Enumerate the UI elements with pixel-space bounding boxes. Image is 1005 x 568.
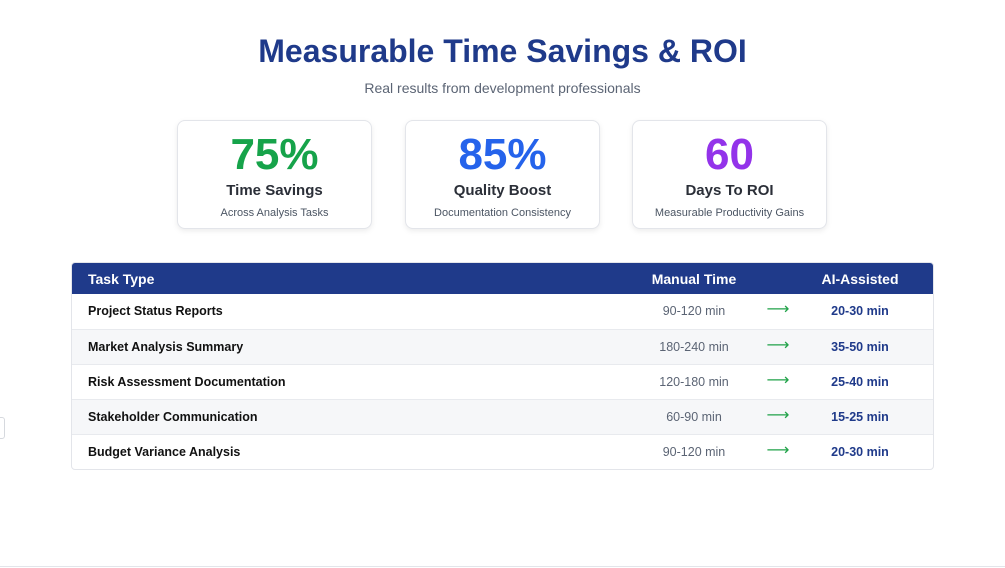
stat-label: Time Savings	[226, 182, 323, 199]
ai-assisted-cell: 35-50 min	[831, 340, 889, 354]
table-row: Stakeholder Communication 60-90 min ⟶ 15-25…	[72, 399, 933, 434]
stat-card-days-to-roi: 60 Days To ROI Measurable Productivity G…	[632, 120, 827, 229]
comparison-table: Task Type Manual Time AI-Assisted Projec…	[71, 262, 934, 470]
right-arrow-icon: ⟶	[766, 407, 790, 424]
ai-assisted-cell: 25-40 min	[831, 375, 889, 389]
stat-value: 60	[705, 130, 754, 179]
table-row: Budget Variance Analysis 90-120 min ⟶ 20-30…	[72, 434, 933, 469]
table-header: Task Type Manual Time AI-Assisted	[72, 263, 933, 294]
stat-description: Measurable Productivity Gains	[654, 207, 805, 219]
stat-label: Quality Boost	[453, 182, 552, 199]
stat-value: 85%	[458, 130, 547, 179]
manual-time-cell: 90-120 min	[662, 445, 726, 459]
right-arrow-icon: ⟶	[766, 372, 790, 389]
stat-label: Days To ROI	[685, 182, 774, 199]
right-arrow-icon: ⟶	[766, 337, 790, 354]
table-body: Project Status Reports 90-120 min ⟶ 20-30 m…	[72, 294, 933, 469]
table-row: Market Analysis Summary 180-240 min ⟶ 35-50…	[72, 329, 933, 364]
divider	[0, 566, 1005, 567]
stat-description: Across Analysis Tasks	[220, 207, 329, 219]
task-type-cell: Budget Variance Analysis	[88, 445, 241, 459]
right-arrow-icon: ⟶	[766, 301, 790, 318]
page-title: Measurable Time Savings & ROI	[258, 33, 747, 69]
header-ai-assisted: AI-Assisted	[821, 271, 899, 287]
stat-value: 75%	[230, 130, 319, 179]
stat-card-time-savings: 75% Time Savings Across Analysis Tasks	[177, 120, 372, 229]
header-manual-time: Manual Time	[651, 271, 737, 287]
stat-description: Documentation Consistency	[434, 207, 571, 219]
task-type-cell: Stakeholder Communication	[88, 410, 258, 424]
task-type-cell: Risk Assessment Documentation	[88, 375, 286, 389]
manual-time-cell: 180-240 min	[659, 340, 729, 354]
ai-assisted-cell: 15-25 min	[831, 410, 889, 424]
ai-assisted-cell: 20-30 min	[831, 445, 889, 459]
side-tab-handle[interactable]	[0, 417, 5, 439]
manual-time-cell: 60-90 min	[666, 410, 722, 424]
right-arrow-icon: ⟶	[766, 442, 790, 459]
manual-time-cell: 90-120 min	[662, 304, 726, 318]
header-task-type: Task Type	[88, 271, 155, 287]
task-type-cell: Market Analysis Summary	[88, 340, 244, 354]
ai-assisted-cell: 20-30 min	[831, 304, 889, 318]
stat-card-quality-boost: 85% Quality Boost Documentation Consiste…	[405, 120, 600, 229]
page-subtitle: Real results from development profession…	[364, 80, 641, 96]
table-row: Risk Assessment Documentation 120-180 min…	[72, 364, 933, 399]
manual-time-cell: 120-180 min	[659, 375, 729, 389]
task-type-cell: Project Status Reports	[88, 304, 223, 318]
table-row: Project Status Reports 90-120 min ⟶ 20-30 m…	[72, 294, 933, 329]
